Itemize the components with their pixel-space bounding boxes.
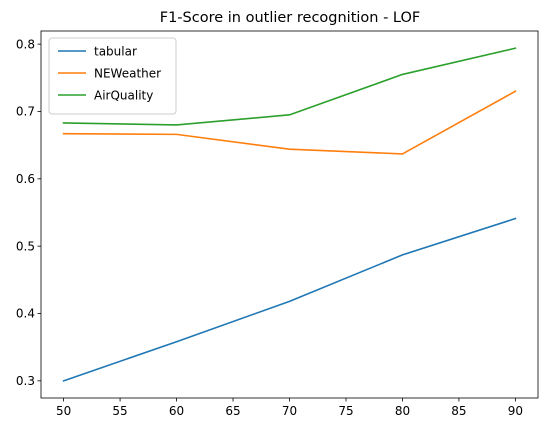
- legend-label-tabular: tabular: [94, 44, 137, 58]
- x-tick-label: 85: [451, 404, 466, 418]
- y-tick-label: 0.3: [16, 374, 35, 388]
- x-tick-label: 55: [112, 404, 127, 418]
- x-tick-label: 50: [56, 404, 71, 418]
- x-tick-label: 70: [282, 404, 297, 418]
- y-tick-label: 0.8: [16, 37, 35, 51]
- axes-layer: 50 55 60 65 70 75 80 85 90 0.3 0.4 0.5 0.6 0.7 0.8: [16, 30, 539, 418]
- y-tick-label: 0.7: [16, 105, 35, 119]
- x-tick-label: 60: [169, 404, 184, 418]
- series-layer: [62, 47, 517, 382]
- y-tick-label: 0.4: [16, 307, 35, 321]
- legend-label-airquality: AirQuality: [94, 88, 153, 102]
- x-tick-label: 90: [508, 404, 523, 418]
- legend: tabular NEWeather AirQuality: [48, 37, 177, 115]
- chart-title: F1-Score in outlier recognition - LOF: [160, 10, 421, 26]
- legend-label-neweather: NEWeather: [94, 66, 161, 80]
- x-tick-label: 80: [395, 404, 410, 418]
- y-tick-label: 0.6: [16, 172, 35, 186]
- x-tick-label: 65: [225, 404, 240, 418]
- y-tick-label: 0.5: [16, 239, 35, 253]
- x-tick-label: 75: [338, 404, 353, 418]
